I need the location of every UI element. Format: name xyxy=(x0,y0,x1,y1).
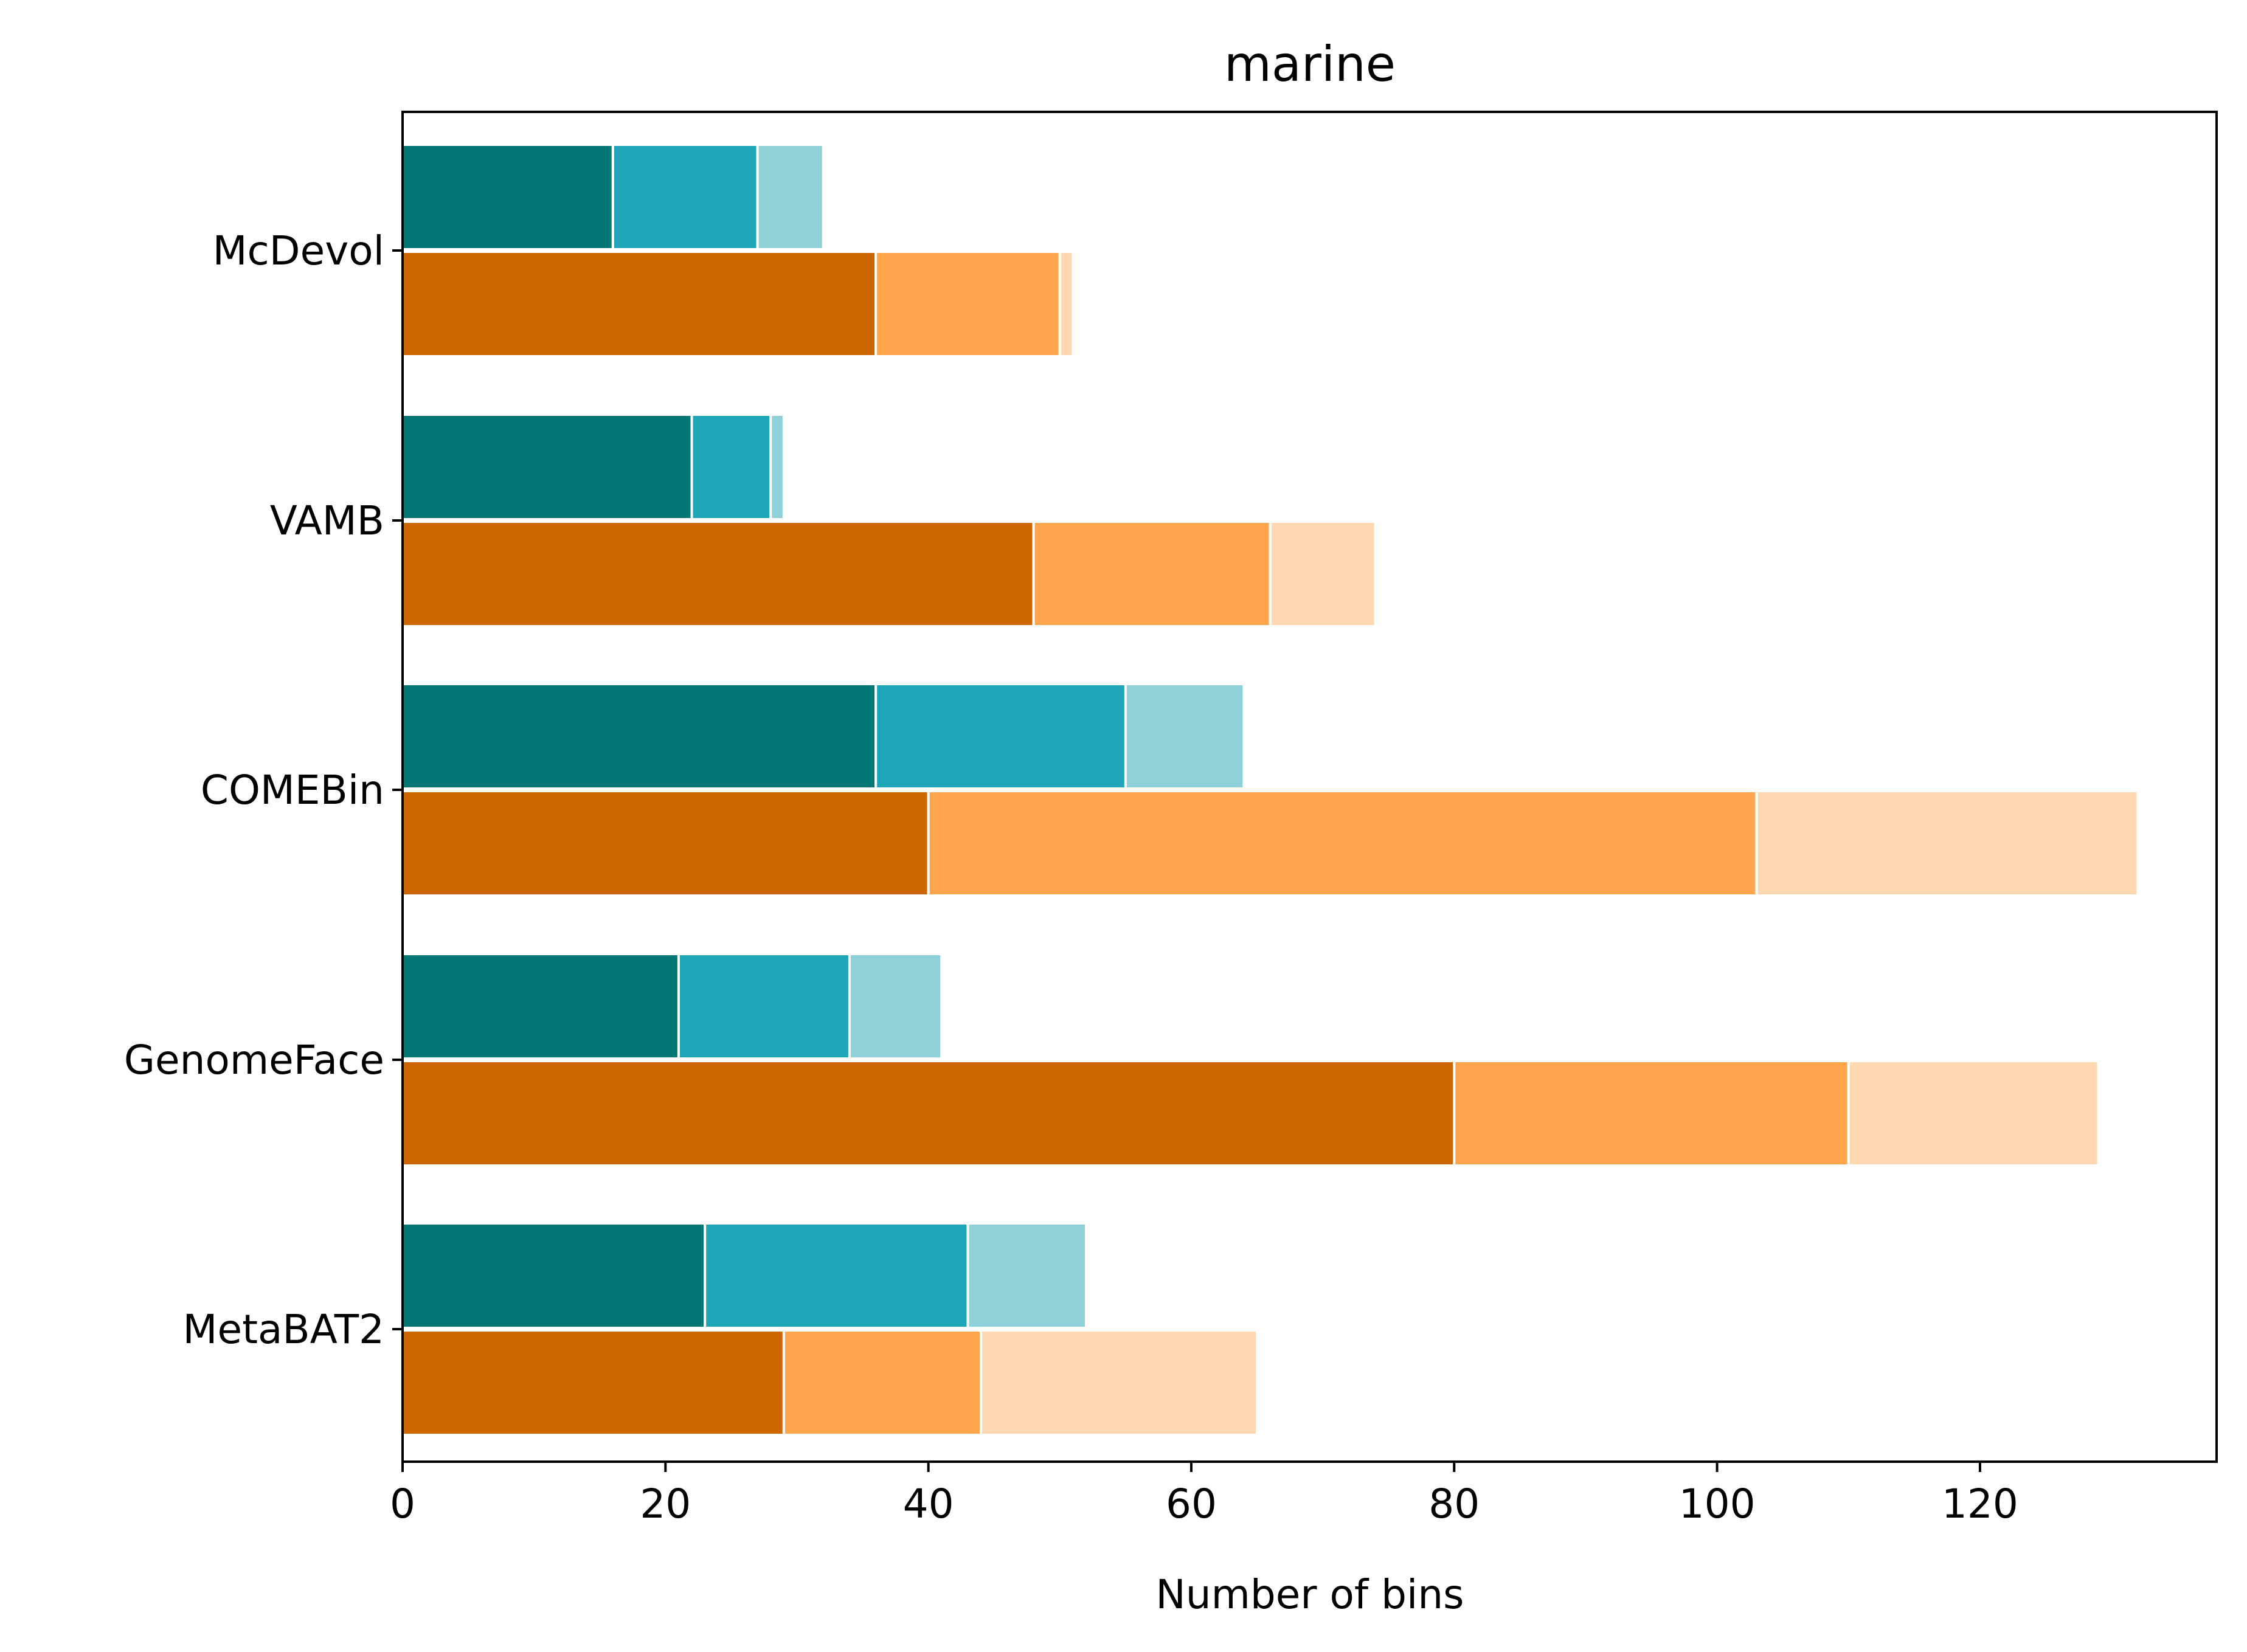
y-axis: McDevol VAMB COMEBin GenomeFace MetaBAT2 xyxy=(124,227,403,1353)
bar-mcdevol-upper-segment-3 xyxy=(756,143,825,251)
x-axis-title: Number of bins xyxy=(1155,1571,1464,1618)
bar-metabat2-upper-segment-1 xyxy=(401,1222,707,1329)
bar-vamb-lower-segment-1 xyxy=(401,520,1035,627)
x-tick-label: 60 xyxy=(1166,1481,1217,1527)
bar-metabat2-lower-segment-3 xyxy=(980,1329,1259,1436)
bar-metabat2-lower-segment-2 xyxy=(782,1329,983,1436)
bar-metabat2-upper-segment-2 xyxy=(704,1222,969,1329)
bar-genomeface-lower-segment-3 xyxy=(1847,1060,2100,1167)
bar-comebin-upper-segment-2 xyxy=(874,683,1127,790)
y-tick-label: COMEBin xyxy=(201,767,384,814)
x-tick-label: 0 xyxy=(390,1481,415,1527)
x-tick-label: 80 xyxy=(1428,1481,1480,1527)
bar-genomeface-upper-segment-2 xyxy=(677,953,851,1060)
bar-comebin-lower-segment-1 xyxy=(401,790,930,897)
bar-mcdevol-lower-segment-2 xyxy=(874,251,1061,358)
bar-mcdevol-upper-segment-2 xyxy=(611,143,759,251)
bar-vamb-upper-segment-1 xyxy=(401,413,693,520)
bar-comebin-lower-segment-3 xyxy=(1755,790,2139,897)
bar-mcdevol-lower-segment-3 xyxy=(1058,251,1075,358)
y-tick-label: GenomeFace xyxy=(124,1037,384,1083)
bar-vamb-upper-segment-2 xyxy=(690,413,772,520)
bar-genomeface-lower-segment-2 xyxy=(1453,1060,1850,1167)
x-tick-label: 120 xyxy=(1942,1481,2018,1527)
bar-metabat2-lower-segment-1 xyxy=(401,1329,785,1436)
bar-mcdevol-upper-segment-1 xyxy=(401,143,614,251)
bar-comebin-upper-segment-3 xyxy=(1124,683,1245,790)
bar-genomeface-lower-segment-1 xyxy=(401,1060,1456,1167)
bar-vamb-lower-segment-2 xyxy=(1032,520,1272,627)
bar-vamb-lower-segment-3 xyxy=(1269,520,1377,627)
chart-title: marine xyxy=(1224,36,1396,92)
bar-genomeface-upper-segment-3 xyxy=(848,953,943,1060)
x-tick-label: 40 xyxy=(903,1481,954,1527)
plot-frame xyxy=(401,111,2218,1463)
bar-mcdevol-lower-segment-1 xyxy=(401,251,878,358)
bar-metabat2-upper-segment-3 xyxy=(966,1222,1088,1329)
bars-layer xyxy=(401,143,2139,1436)
bar-vamb-upper-segment-3 xyxy=(769,413,785,520)
y-tick-label: McDevol xyxy=(213,227,384,274)
y-tick-label: VAMB xyxy=(270,497,384,544)
x-tick-label: 100 xyxy=(1679,1481,1756,1527)
bar-genomeface-upper-segment-1 xyxy=(401,953,680,1060)
x-axis: 0 20 40 60 80 100 120 xyxy=(390,1462,2018,1527)
bar-comebin-upper-segment-1 xyxy=(401,683,878,790)
y-tick-label: MetaBAT2 xyxy=(183,1306,384,1353)
bar-comebin-lower-segment-2 xyxy=(927,790,1758,897)
x-tick-label: 20 xyxy=(640,1481,691,1527)
